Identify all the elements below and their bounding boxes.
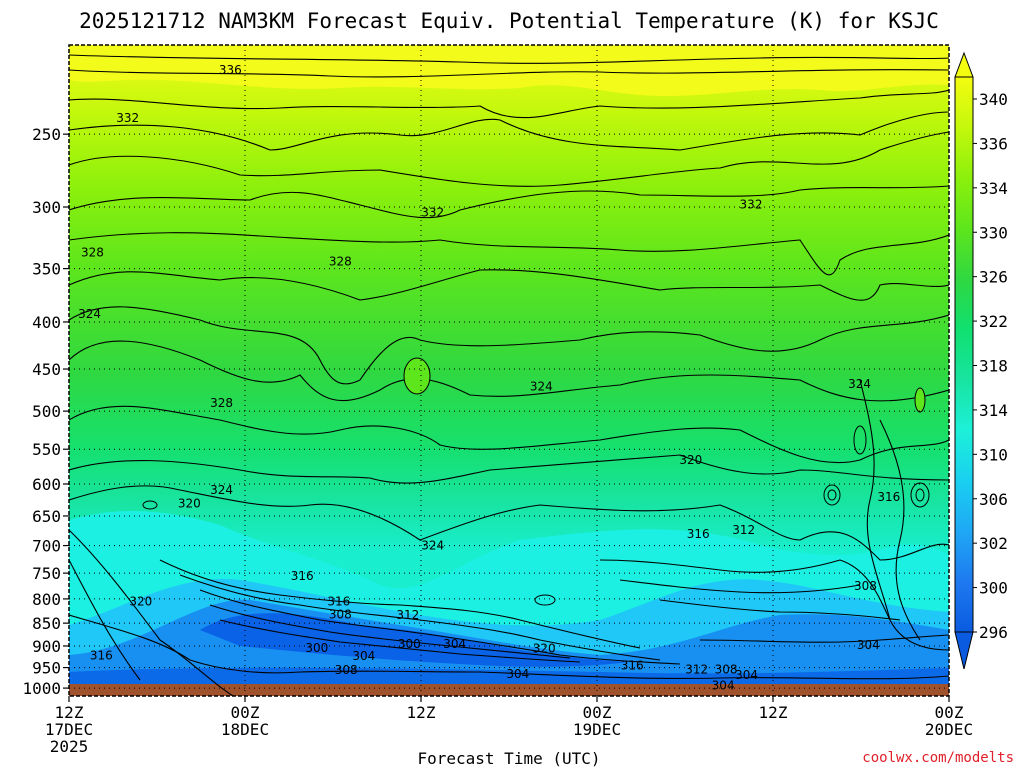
y-tick-label: 400	[32, 313, 61, 332]
colorbar-tick-label: 340	[979, 90, 1008, 109]
contour-label: 300	[398, 637, 421, 651]
y-tick-label: 750	[32, 564, 61, 583]
colorbar-tick-label: 302	[979, 534, 1008, 553]
contour-label: 316	[687, 527, 710, 541]
contour-label: 320	[533, 642, 556, 656]
contour-lines	[69, 54, 949, 696]
contour-label: 328	[81, 245, 104, 259]
y-axis: 250 300 350 400 450 500 550 600 650 700 750 800 850 9…	[22, 125, 69, 698]
contour-label: 308	[715, 663, 738, 677]
colorbar-tick-label: 334	[979, 179, 1008, 198]
x-tick-label: 17DEC	[45, 720, 93, 739]
contour-labels: 336 332 332 332 328 328 328 324 324 324 324 324 320 3…	[78, 63, 900, 692]
contour-label: 312	[732, 523, 755, 537]
y-tick-label: 500	[32, 402, 61, 421]
contour-label: 316	[291, 569, 314, 583]
colorbar-tick-label: 296	[979, 623, 1008, 642]
contour-label: 300	[305, 641, 328, 655]
colorbar-bar	[954, 76, 974, 633]
contour-label: 308	[854, 579, 877, 593]
contour-label: 320	[178, 496, 201, 510]
colorbar: 340 336 334 330 326 322 318 314 310 306 302 300 296	[954, 51, 1008, 670]
contour-label: 316	[877, 490, 900, 504]
x-axis-label: Forecast Time (UTC)	[417, 749, 600, 768]
y-tick-label: 550	[32, 440, 61, 459]
colorbar-tick-label: 300	[979, 579, 1008, 598]
y-tick-label: 800	[32, 590, 61, 609]
x-tick-label: 00Z	[935, 703, 964, 722]
x-tick-label: 12Z	[55, 703, 84, 722]
contour-label: 312	[685, 663, 708, 677]
y-tick-label: 900	[32, 637, 61, 656]
contour-label: 328	[329, 255, 352, 269]
y-tick-label: 300	[32, 198, 61, 217]
contour-label: 320	[129, 594, 152, 608]
contour-label: 324	[530, 379, 553, 393]
x-tick-label: 00Z	[231, 703, 260, 722]
gridlines	[69, 45, 949, 696]
colorbar-bottom-arrow	[954, 631, 974, 670]
colorbar-tick-label: 336	[979, 134, 1008, 153]
yellow-top-band	[69, 45, 949, 97]
y-tick-label: 450	[32, 360, 61, 379]
contour-label: 324	[78, 307, 101, 321]
contour-label: 312	[396, 608, 419, 622]
y-tick-label: 650	[32, 507, 61, 526]
contour-label: 316	[327, 594, 350, 608]
contour-label: 308	[335, 663, 358, 677]
contour-label: 328	[210, 396, 233, 410]
x-tick-label: 12Z	[759, 703, 788, 722]
contour-blobs	[142, 357, 930, 606]
x-tick-label: 18DEC	[221, 720, 269, 739]
contour-label: 336	[219, 63, 242, 77]
contour-label: 304	[712, 678, 735, 692]
colorbar-tick-label: 314	[979, 401, 1008, 420]
x-tick-label: 2025	[50, 737, 89, 756]
y-tick-label: 250	[32, 125, 61, 144]
contour-label: 316	[90, 649, 113, 663]
contour-label: 304	[352, 649, 375, 663]
y-tick-label: 950	[32, 659, 61, 678]
colorbar-tick-label: 330	[979, 223, 1008, 242]
x-tick-label: 00Z	[583, 703, 612, 722]
y-tick-label: 1000	[22, 679, 61, 698]
y-tick-label: 850	[32, 614, 61, 633]
colorbar-tick-label: 306	[979, 490, 1008, 509]
contour-label: 332	[421, 205, 444, 219]
colorbar-tick-label: 310	[979, 445, 1008, 464]
contour-label: 324	[210, 483, 233, 497]
x-tick-label: 20DEC	[925, 720, 973, 739]
ground-strip	[69, 684, 949, 696]
chart-title: 2025121712 NAM3KM Forecast Equiv. Potent…	[79, 9, 939, 33]
contour-label: 324	[848, 377, 871, 391]
colorbar-tick-label: 322	[979, 312, 1008, 331]
x-tick-label: 19DEC	[573, 720, 621, 739]
contour-label: 324	[421, 539, 444, 553]
contour-label: 320	[679, 453, 702, 467]
y-tick-label: 600	[32, 475, 61, 494]
colorbar-top-arrow	[954, 51, 974, 78]
contour-label: 308	[329, 608, 352, 622]
contour-label: 332	[740, 197, 763, 211]
y-tick-label: 350	[32, 260, 61, 279]
y-tick-label: 700	[32, 537, 61, 556]
contour-label: 304	[443, 637, 466, 651]
x-tick-label: 12Z	[407, 703, 436, 722]
contour-label: 304	[857, 638, 880, 652]
plot-frame	[68, 44, 950, 697]
contour-label: 316	[621, 658, 644, 672]
colorbar-tick-label: 318	[979, 357, 1008, 376]
colorbar-tick-label: 326	[979, 268, 1008, 287]
plot-area: 336 332 332 332 328 328 328 324 324 324 324 324 320 3…	[69, 45, 949, 696]
contour-label: 332	[116, 111, 139, 125]
contour-label: 304	[506, 667, 529, 681]
contour-label: 304	[735, 668, 758, 682]
credit-text: coolwx.com/modelts	[862, 750, 1014, 766]
